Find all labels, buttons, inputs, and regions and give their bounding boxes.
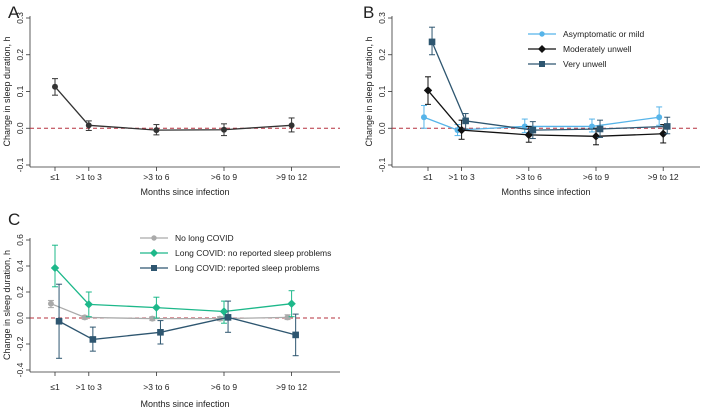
legend: No long COVID Long COVID: no reported sle…	[140, 233, 331, 273]
x-tick-label: >3 to 6	[143, 172, 170, 182]
data-point	[221, 126, 227, 133]
data-point	[529, 126, 537, 134]
legend-label: No long COVID	[175, 233, 234, 243]
series-3	[55, 283, 299, 359]
x-tick-label: >1 to 3	[76, 382, 103, 392]
x-tick-label: >6 to 9	[583, 172, 610, 182]
y-tick-label: 0.2	[15, 49, 25, 61]
data-point	[659, 129, 668, 138]
data-point	[292, 331, 299, 339]
legend-marker	[538, 45, 546, 53]
data-point	[157, 329, 164, 336]
series-2	[423, 76, 668, 146]
data-point	[288, 122, 295, 129]
y-tick-label: 0.2	[377, 49, 387, 61]
legend: Asymptomatic or mild Moderately unwell Ver…	[528, 29, 645, 69]
y-tick-label: 0.1	[377, 85, 387, 97]
x-tick-label: >3 to 6	[516, 172, 543, 182]
data-point	[84, 300, 93, 309]
data-point	[152, 303, 161, 312]
y-axis-title: Change in sleep duration, h	[2, 36, 12, 146]
series-1	[47, 299, 291, 322]
x-axis-title: Months since infection	[501, 187, 590, 197]
x-tick-label: >3 to 6	[143, 382, 170, 392]
data-point	[524, 130, 533, 140]
x-tick-label: ≤1	[50, 172, 60, 182]
data-point	[423, 86, 433, 95]
data-point	[149, 315, 156, 322]
data-point	[50, 263, 60, 273]
y-tick-label: -0.1	[15, 157, 25, 172]
data-point	[591, 132, 601, 141]
series-line	[431, 41, 668, 131]
data-point	[521, 123, 528, 130]
y-tick-label: 0.0	[15, 122, 25, 134]
data-point	[55, 317, 63, 325]
data-point	[420, 114, 427, 121]
y-tick-label: -0.2	[15, 336, 25, 351]
data-point	[596, 125, 604, 133]
legend-marker	[151, 265, 157, 271]
data-point	[219, 307, 229, 316]
data-point	[81, 314, 88, 321]
legend-marker	[539, 61, 545, 67]
series-1	[52, 78, 295, 137]
legend-label: Long COVID: reported sleep problems	[175, 263, 320, 273]
data-point	[47, 300, 54, 307]
data-point	[89, 336, 97, 343]
panel-letter: B	[363, 3, 374, 22]
panel-letter: A	[8, 3, 20, 22]
legend-label: Long COVID: no reported sleep problems	[175, 248, 331, 258]
x-tick-label: >6 to 9	[211, 382, 238, 392]
x-tick-label: >9 to 12	[276, 382, 307, 392]
legend-label: Asymptomatic or mild	[563, 29, 645, 39]
y-tick-label: -0.1	[377, 157, 387, 172]
panel-b: B -0.1 0.0 0.1 0.2 0.3 Change in sleep duratio…	[363, 3, 700, 197]
x-tick-label: >1 to 3	[76, 172, 103, 182]
y-tick-label: 0.4	[15, 260, 25, 272]
data-point	[85, 122, 92, 129]
y-axis-title: Change in sleep duration, h	[2, 250, 12, 360]
data-point	[663, 123, 671, 130]
y-axis-title: Change in sleep duration, h	[364, 36, 374, 146]
panel-a: A -0.1 0.0 0.1 0.2 0.3 Change in sleep duratio…	[2, 3, 340, 197]
y-tick-label: 0.2	[15, 286, 25, 298]
x-tick-label: ≤1	[423, 172, 433, 182]
x-tick-label: >9 to 12	[648, 172, 679, 182]
legend-marker	[151, 235, 157, 241]
y-tick-label: 0.0	[15, 312, 25, 324]
data-point	[224, 314, 232, 321]
data-point	[656, 114, 663, 121]
y-tick-label: 0.0	[377, 122, 387, 134]
x-tick-label: ≤1	[50, 382, 60, 392]
x-tick-label: >6 to 9	[211, 172, 238, 182]
data-point	[284, 314, 291, 321]
x-tick-label: >1 to 3	[448, 172, 475, 182]
data-point	[153, 127, 160, 134]
x-axis-title: Months since infection	[140, 187, 229, 197]
x-axis-title: Months since infection	[140, 399, 229, 409]
series-2	[50, 244, 296, 324]
y-tick-label: 0.1	[15, 85, 25, 97]
legend-label: Very unwell	[563, 59, 607, 69]
data-point	[428, 38, 436, 46]
panel-letter: C	[8, 210, 20, 229]
legend-marker	[539, 31, 545, 37]
series-1	[420, 104, 663, 137]
data-point	[52, 83, 58, 90]
y-tick-label: 0.3	[377, 12, 387, 24]
legend-label: Moderately unwell	[563, 44, 632, 54]
y-tick-label: 0.6	[15, 234, 25, 246]
x-tick-label: >9 to 12	[276, 172, 307, 182]
series-3	[428, 26, 671, 140]
data-point	[462, 117, 469, 125]
legend-marker	[150, 249, 158, 257]
data-point	[287, 299, 296, 308]
y-tick-label: -0.4	[15, 362, 25, 377]
data-point	[457, 125, 466, 135]
y-tick-label: 0.3	[15, 12, 25, 24]
series-line	[58, 316, 296, 341]
